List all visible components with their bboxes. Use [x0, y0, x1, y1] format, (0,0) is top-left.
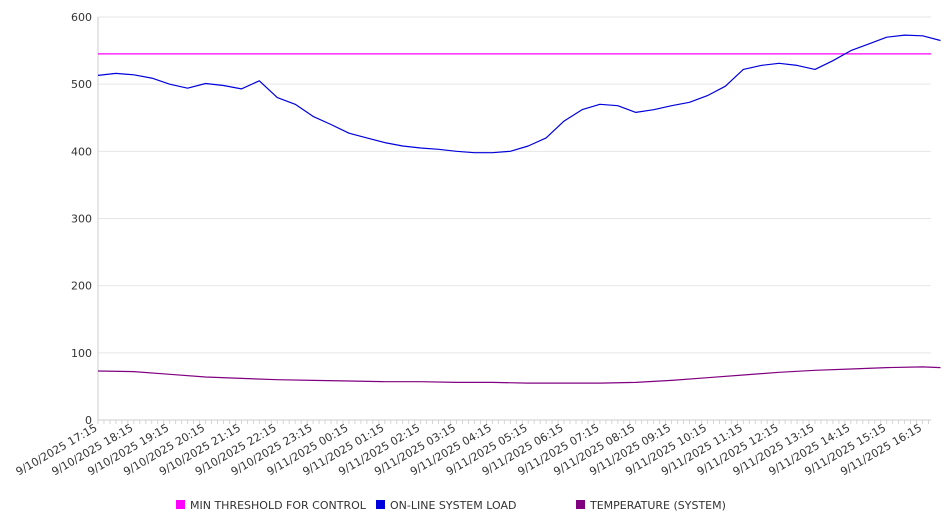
y-tick-label: 300	[71, 213, 92, 226]
y-tick-label: 100	[71, 347, 92, 360]
y-tick-label: 500	[71, 78, 92, 91]
y-tick-label: 0	[85, 414, 92, 427]
legend-label: MIN THRESHOLD FOR CONTROL	[190, 499, 367, 512]
legend-swatch	[576, 500, 585, 509]
legend-label: ON-LINE SYSTEM LOAD	[390, 499, 516, 512]
axes	[97, 17, 931, 424]
x-axis-ticks: 9/10/2025 17:159/10/2025 18:159/10/2025 …	[14, 421, 924, 478]
legend-swatch	[376, 500, 385, 509]
y-tick-label: 400	[71, 145, 92, 158]
series-line-temperature-system	[97, 366, 941, 384]
series-line-on-line-system-load	[97, 34, 941, 154]
y-tick-label: 600	[71, 11, 92, 24]
grid-lines	[98, 16, 931, 354]
legend-label: TEMPERATURE (SYSTEM)	[589, 499, 726, 512]
legend-swatch	[176, 500, 185, 509]
series-lines	[97, 34, 941, 384]
legend: MIN THRESHOLD FOR CONTROL ON-LINE SYSTEM …	[176, 499, 726, 512]
y-tick-label: 200	[71, 280, 92, 293]
y-axis-ticks: 0 100 200 300 400 500 600	[71, 11, 92, 427]
